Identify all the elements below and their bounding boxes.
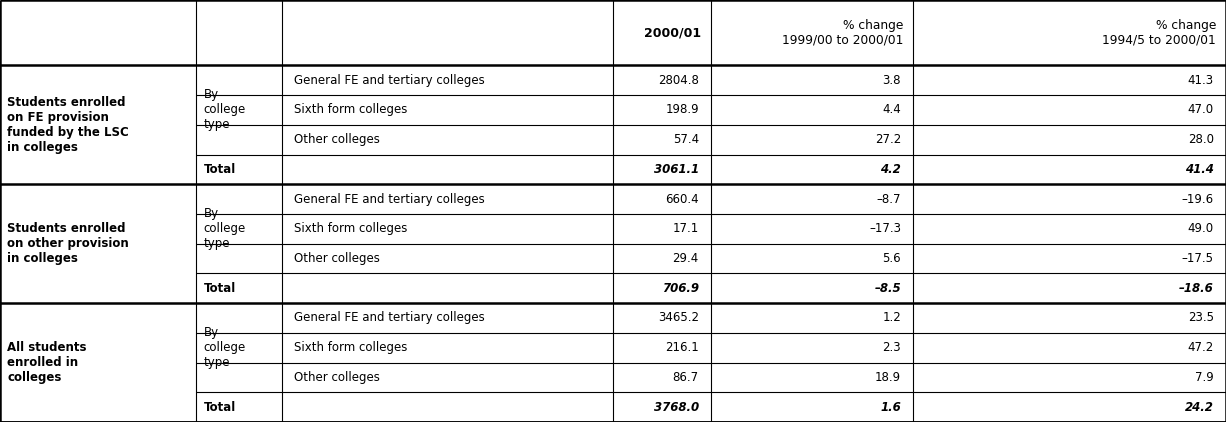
Text: 2.3: 2.3 bbox=[883, 341, 901, 354]
Text: By
college
type: By college type bbox=[204, 326, 245, 369]
Text: –17.3: –17.3 bbox=[869, 222, 901, 235]
Text: –17.5: –17.5 bbox=[1182, 252, 1214, 265]
Text: 23.5: 23.5 bbox=[1188, 311, 1214, 325]
Text: 57.4: 57.4 bbox=[673, 133, 699, 146]
Text: –8.7: –8.7 bbox=[877, 192, 901, 206]
Text: 1.2: 1.2 bbox=[883, 311, 901, 325]
Text: % change
1994/5 to 2000/01: % change 1994/5 to 2000/01 bbox=[1102, 19, 1216, 47]
Text: –8.5: –8.5 bbox=[874, 282, 901, 295]
Text: 86.7: 86.7 bbox=[673, 371, 699, 384]
Text: 3.8: 3.8 bbox=[883, 74, 901, 87]
Text: Students enrolled
on FE provision
funded by the LSC
in colleges: Students enrolled on FE provision funded… bbox=[7, 96, 129, 154]
Text: General FE and tertiary colleges: General FE and tertiary colleges bbox=[294, 311, 485, 325]
Text: Sixth form colleges: Sixth form colleges bbox=[294, 222, 407, 235]
Text: 5.6: 5.6 bbox=[883, 252, 901, 265]
Text: 4.2: 4.2 bbox=[880, 163, 901, 176]
Text: 216.1: 216.1 bbox=[664, 341, 699, 354]
Text: Total: Total bbox=[204, 282, 235, 295]
Text: 660.4: 660.4 bbox=[666, 192, 699, 206]
Text: Other colleges: Other colleges bbox=[294, 133, 380, 146]
Text: 3768.0: 3768.0 bbox=[653, 400, 699, 414]
Text: 49.0: 49.0 bbox=[1188, 222, 1214, 235]
Text: General FE and tertiary colleges: General FE and tertiary colleges bbox=[294, 74, 485, 87]
Text: Other colleges: Other colleges bbox=[294, 252, 380, 265]
Text: 18.9: 18.9 bbox=[875, 371, 901, 384]
Text: 7.9: 7.9 bbox=[1195, 371, 1214, 384]
Text: 41.3: 41.3 bbox=[1188, 74, 1214, 87]
Text: General FE and tertiary colleges: General FE and tertiary colleges bbox=[294, 192, 485, 206]
Text: Other colleges: Other colleges bbox=[294, 371, 380, 384]
Text: 2000/01: 2000/01 bbox=[644, 26, 701, 39]
Text: By
college
type: By college type bbox=[204, 89, 245, 132]
Text: 24.2: 24.2 bbox=[1184, 400, 1214, 414]
Text: Students enrolled
on other provision
in colleges: Students enrolled on other provision in … bbox=[7, 222, 129, 265]
Text: Total: Total bbox=[204, 163, 235, 176]
Text: 198.9: 198.9 bbox=[666, 103, 699, 116]
Text: Sixth form colleges: Sixth form colleges bbox=[294, 341, 407, 354]
Text: 3061.1: 3061.1 bbox=[653, 163, 699, 176]
Text: Total: Total bbox=[204, 400, 235, 414]
Text: –19.6: –19.6 bbox=[1182, 192, 1214, 206]
Text: 3465.2: 3465.2 bbox=[658, 311, 699, 325]
Text: 2804.8: 2804.8 bbox=[658, 74, 699, 87]
Text: –18.6: –18.6 bbox=[1179, 282, 1214, 295]
Text: 28.0: 28.0 bbox=[1188, 133, 1214, 146]
Text: By
college
type: By college type bbox=[204, 207, 245, 250]
Text: All students
enrolled in
colleges: All students enrolled in colleges bbox=[7, 341, 87, 384]
Text: 27.2: 27.2 bbox=[875, 133, 901, 146]
Text: 29.4: 29.4 bbox=[673, 252, 699, 265]
Text: Sixth form colleges: Sixth form colleges bbox=[294, 103, 407, 116]
Text: 47.0: 47.0 bbox=[1188, 103, 1214, 116]
Text: 4.4: 4.4 bbox=[883, 103, 901, 116]
Text: 41.4: 41.4 bbox=[1184, 163, 1214, 176]
Text: 1.6: 1.6 bbox=[880, 400, 901, 414]
Text: 706.9: 706.9 bbox=[662, 282, 699, 295]
Text: 17.1: 17.1 bbox=[673, 222, 699, 235]
Text: % change
1999/00 to 2000/01: % change 1999/00 to 2000/01 bbox=[782, 19, 904, 47]
Text: 47.2: 47.2 bbox=[1188, 341, 1214, 354]
